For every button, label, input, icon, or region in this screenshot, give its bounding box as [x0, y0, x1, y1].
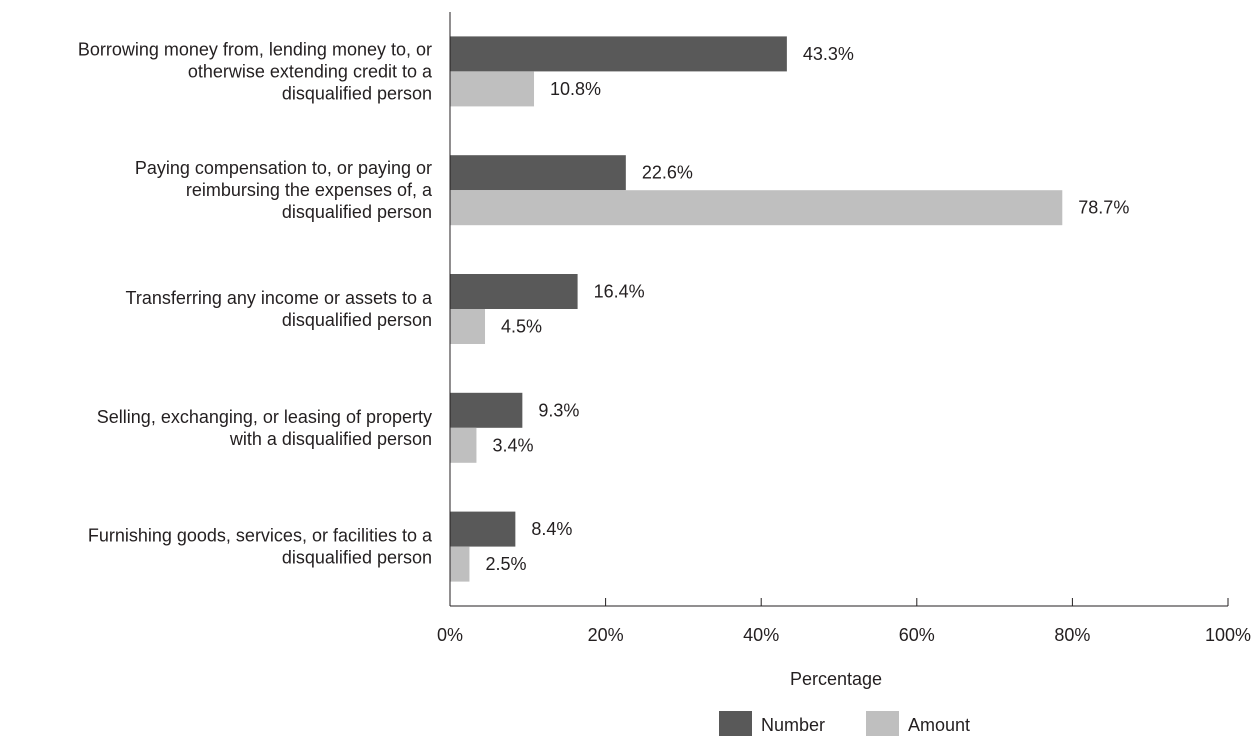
axes-group: 0% 20% 40% 60% 80% 100% [437, 12, 1251, 645]
data-labels-group: 43.3% 10.8% 22.6% 78.7% 16.4% 4.5% 9.3%3.4% 8.4… [485, 44, 1129, 574]
category-label-0-line-1: otherwise extending credit to a [188, 61, 433, 81]
data-label-amount-3: 3.4% [492, 435, 533, 455]
bar-amount-2 [450, 309, 486, 344]
bar-amount-0 [450, 71, 535, 107]
data-label-number-0: 43.3% [803, 44, 854, 64]
data-label-number-3: 9.3% [538, 400, 579, 420]
bar-number-1 [450, 155, 626, 191]
x-tick-label-3: 60% [899, 625, 935, 645]
category-label-4: Furnishing goods, services, or facilitie… [88, 526, 433, 568]
category-label-1-line-0: Paying compensation to, or paying or [135, 158, 432, 178]
data-label-number-1: 22.6% [642, 163, 693, 183]
bar-amount-4 [450, 546, 470, 582]
legend-swatch-number [719, 711, 752, 736]
legend-swatch-amount [866, 711, 899, 736]
category-label-0-line-2: disqualified person [282, 83, 432, 103]
category-label-0-line-0: Borrowing money from, lending money to, … [78, 39, 432, 59]
legend: Number Amount [719, 711, 970, 736]
x-tick-label-4: 80% [1054, 625, 1090, 645]
bar-number-0 [450, 36, 787, 72]
x-tick-label-1: 20% [588, 625, 624, 645]
category-label-3-line-1: with a disqualified person [229, 429, 432, 449]
category-label-1-line-2: disqualified person [282, 202, 432, 222]
bar-amount-3 [450, 427, 477, 463]
x-tick-label-0: 0% [437, 625, 463, 645]
category-label-0: Borrowing money from, lending money to, … [78, 39, 433, 103]
data-label-amount-0: 10.8% [550, 79, 601, 99]
data-label-number-2: 16.4% [594, 282, 645, 302]
x-axis-title: Percentage [790, 669, 882, 689]
category-label-3-line-0: Selling, exchanging, or leasing of prope… [97, 407, 432, 427]
data-label-amount-4: 2.5% [485, 554, 526, 574]
category-label-4-line-1: disqualified person [282, 548, 432, 568]
legend-label-amount: Amount [908, 715, 970, 735]
bar-amount-1 [450, 190, 1063, 226]
bar-number-2 [450, 274, 578, 309]
category-label-3: Selling, exchanging, or leasing of prope… [97, 407, 432, 449]
category-label-1-line-1: reimbursing the expenses of, a [186, 180, 433, 200]
category-label-2: Transferring any income or assets to a di… [126, 288, 433, 330]
category-label-1: Paying compensation to, or paying or reim… [135, 158, 433, 222]
data-label-amount-1: 78.7% [1078, 198, 1129, 218]
bars-group [450, 36, 1063, 582]
bar-number-4 [450, 511, 516, 547]
data-label-amount-2: 4.5% [501, 317, 542, 337]
legend-label-number: Number [761, 715, 825, 735]
category-labels-group: Borrowing money from, lending money to, … [78, 39, 433, 567]
x-tick-label-2: 40% [743, 625, 779, 645]
bar-number-3 [450, 392, 523, 428]
category-label-2-line-0: Transferring any income or assets to a [126, 288, 433, 308]
data-label-number-4: 8.4% [531, 519, 572, 539]
x-tick-label-5: 100% [1205, 625, 1251, 645]
category-label-4-line-0: Furnishing goods, services, or facilitie… [88, 526, 433, 546]
category-label-2-line-1: disqualified person [282, 310, 432, 330]
